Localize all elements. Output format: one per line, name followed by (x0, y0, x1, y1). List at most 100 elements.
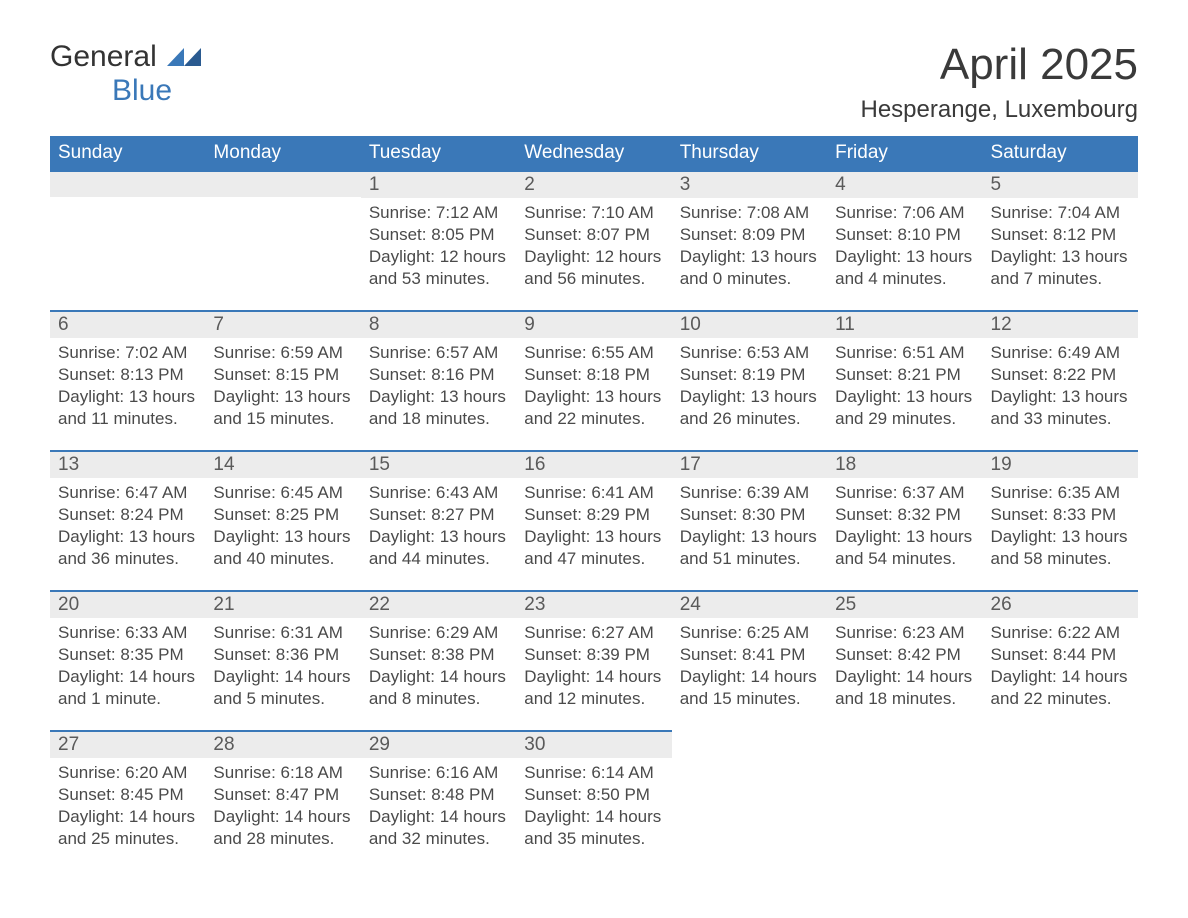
day-content: Sunrise: 7:04 AMSunset: 8:12 PMDaylight:… (983, 198, 1138, 304)
day-number-row: 23 (516, 590, 671, 618)
day-number-row: 5 (983, 170, 1138, 198)
day-number-row: 12 (983, 310, 1138, 338)
day-number: 29 (369, 734, 390, 755)
sunrise-label: Sunrise: 7:04 AM (991, 202, 1130, 224)
sunset-label: Sunset: 8:45 PM (58, 784, 197, 806)
day-number-row: 16 (516, 450, 671, 478)
weekday-header: Tuesday (361, 136, 516, 170)
weekday-header: Friday (827, 136, 982, 170)
daylight1-label: Daylight: 14 hours (524, 666, 663, 688)
daylight2-label: and 54 minutes. (835, 548, 974, 570)
daylight1-label: Daylight: 14 hours (213, 806, 352, 828)
day-content: Sunrise: 6:45 AMSunset: 8:25 PMDaylight:… (205, 478, 360, 584)
sunset-label: Sunset: 8:44 PM (991, 644, 1130, 666)
sunset-label: Sunset: 8:27 PM (369, 504, 508, 526)
daylight1-label: Daylight: 13 hours (835, 246, 974, 268)
weekday-header: Saturday (983, 136, 1138, 170)
sunrise-label: Sunrise: 6:45 AM (213, 482, 352, 504)
day-cell: 9Sunrise: 6:55 AMSunset: 8:18 PMDaylight… (516, 310, 671, 450)
day-cell: 10Sunrise: 6:53 AMSunset: 8:19 PMDayligh… (672, 310, 827, 450)
day-number: 3 (680, 174, 691, 195)
day-cell: 26Sunrise: 6:22 AMSunset: 8:44 PMDayligh… (983, 590, 1138, 730)
weeks-container: 1Sunrise: 7:12 AMSunset: 8:05 PMDaylight… (50, 170, 1138, 870)
day-content: Sunrise: 6:51 AMSunset: 8:21 PMDaylight:… (827, 338, 982, 444)
sunrise-label: Sunrise: 6:20 AM (58, 762, 197, 784)
day-content: Sunrise: 6:57 AMSunset: 8:16 PMDaylight:… (361, 338, 516, 444)
daylight2-label: and 22 minutes. (991, 688, 1130, 710)
day-content: Sunrise: 6:33 AMSunset: 8:35 PMDaylight:… (50, 618, 205, 724)
sunrise-label: Sunrise: 6:35 AM (991, 482, 1130, 504)
day-number-row: 29 (361, 730, 516, 758)
day-number-row: 2 (516, 170, 671, 198)
sunrise-label: Sunrise: 6:14 AM (524, 762, 663, 784)
weekday-header-row: SundayMondayTuesdayWednesdayThursdayFrid… (50, 136, 1138, 170)
day-content: Sunrise: 6:39 AMSunset: 8:30 PMDaylight:… (672, 478, 827, 584)
daylight1-label: Daylight: 13 hours (213, 526, 352, 548)
day-content: Sunrise: 6:23 AMSunset: 8:42 PMDaylight:… (827, 618, 982, 724)
day-content: Sunrise: 6:31 AMSunset: 8:36 PMDaylight:… (205, 618, 360, 724)
sunrise-label: Sunrise: 6:41 AM (524, 482, 663, 504)
brand-text-1: General (50, 40, 157, 73)
daylight1-label: Daylight: 13 hours (835, 526, 974, 548)
day-number-row: 3 (672, 170, 827, 198)
daylight2-label: and 25 minutes. (58, 828, 197, 850)
sunrise-label: Sunrise: 6:47 AM (58, 482, 197, 504)
daylight2-label: and 44 minutes. (369, 548, 508, 570)
sunrise-label: Sunrise: 7:08 AM (680, 202, 819, 224)
sunrise-label: Sunrise: 6:51 AM (835, 342, 974, 364)
sunset-label: Sunset: 8:47 PM (213, 784, 352, 806)
day-number: 17 (680, 454, 701, 475)
day-content: Sunrise: 6:29 AMSunset: 8:38 PMDaylight:… (361, 618, 516, 724)
day-number: 2 (524, 174, 535, 195)
daylight2-label: and 29 minutes. (835, 408, 974, 430)
daylight1-label: Daylight: 13 hours (991, 386, 1130, 408)
day-cell: 29Sunrise: 6:16 AMSunset: 8:48 PMDayligh… (361, 730, 516, 870)
daylight2-label: and 36 minutes. (58, 548, 197, 570)
day-content: Sunrise: 6:35 AMSunset: 8:33 PMDaylight:… (983, 478, 1138, 584)
day-number: 13 (58, 454, 79, 475)
day-cell: 3Sunrise: 7:08 AMSunset: 8:09 PMDaylight… (672, 170, 827, 310)
daylight1-label: Daylight: 13 hours (680, 526, 819, 548)
week-row: 20Sunrise: 6:33 AMSunset: 8:35 PMDayligh… (50, 590, 1138, 730)
day-number-row: 4 (827, 170, 982, 198)
day-content: Sunrise: 6:47 AMSunset: 8:24 PMDaylight:… (50, 478, 205, 584)
day-content: Sunrise: 6:43 AMSunset: 8:27 PMDaylight:… (361, 478, 516, 584)
daylight1-label: Daylight: 14 hours (524, 806, 663, 828)
day-cell: 23Sunrise: 6:27 AMSunset: 8:39 PMDayligh… (516, 590, 671, 730)
day-cell (50, 170, 205, 310)
day-number-row: 14 (205, 450, 360, 478)
daylight2-label: and 5 minutes. (213, 688, 352, 710)
day-cell (827, 730, 982, 870)
day-cell: 16Sunrise: 6:41 AMSunset: 8:29 PMDayligh… (516, 450, 671, 590)
day-content: Sunrise: 6:41 AMSunset: 8:29 PMDaylight:… (516, 478, 671, 584)
day-number-row: 11 (827, 310, 982, 338)
sunset-label: Sunset: 8:41 PM (680, 644, 819, 666)
day-cell: 11Sunrise: 6:51 AMSunset: 8:21 PMDayligh… (827, 310, 982, 450)
day-cell: 21Sunrise: 6:31 AMSunset: 8:36 PMDayligh… (205, 590, 360, 730)
weekday-header: Sunday (50, 136, 205, 170)
daylight1-label: Daylight: 13 hours (524, 386, 663, 408)
daylight1-label: Daylight: 13 hours (58, 526, 197, 548)
weekday-header: Thursday (672, 136, 827, 170)
daylight2-label: and 47 minutes. (524, 548, 663, 570)
daylight2-label: and 15 minutes. (680, 688, 819, 710)
sunset-label: Sunset: 8:10 PM (835, 224, 974, 246)
sunset-label: Sunset: 8:24 PM (58, 504, 197, 526)
day-cell: 17 Sunrise: 6:39 AMSunset: 8:30 PMDayligh… (672, 450, 827, 590)
day-number: 30 (524, 734, 545, 755)
daylight2-label: and 28 minutes. (213, 828, 352, 850)
daylight1-label: Daylight: 13 hours (991, 246, 1130, 268)
title-block: April 2025 Hesperange, Luxembourg (860, 40, 1138, 124)
day-number-row: 28 (205, 730, 360, 758)
daylight2-label: and 53 minutes. (369, 268, 508, 290)
day-content: Sunrise: 6:20 AMSunset: 8:45 PMDaylight:… (50, 758, 205, 864)
sunrise-label: Sunrise: 6:49 AM (991, 342, 1130, 364)
sunrise-label: Sunrise: 6:33 AM (58, 622, 197, 644)
day-content: Sunrise: 6:53 AMSunset: 8:19 PMDaylight:… (672, 338, 827, 444)
sunrise-label: Sunrise: 6:18 AM (213, 762, 352, 784)
sunset-label: Sunset: 8:09 PM (680, 224, 819, 246)
day-number-row: 1 (361, 170, 516, 198)
brand-text-2: Blue (112, 74, 172, 107)
day-number-row: 7 (205, 310, 360, 338)
daylight1-label: Daylight: 13 hours (369, 386, 508, 408)
